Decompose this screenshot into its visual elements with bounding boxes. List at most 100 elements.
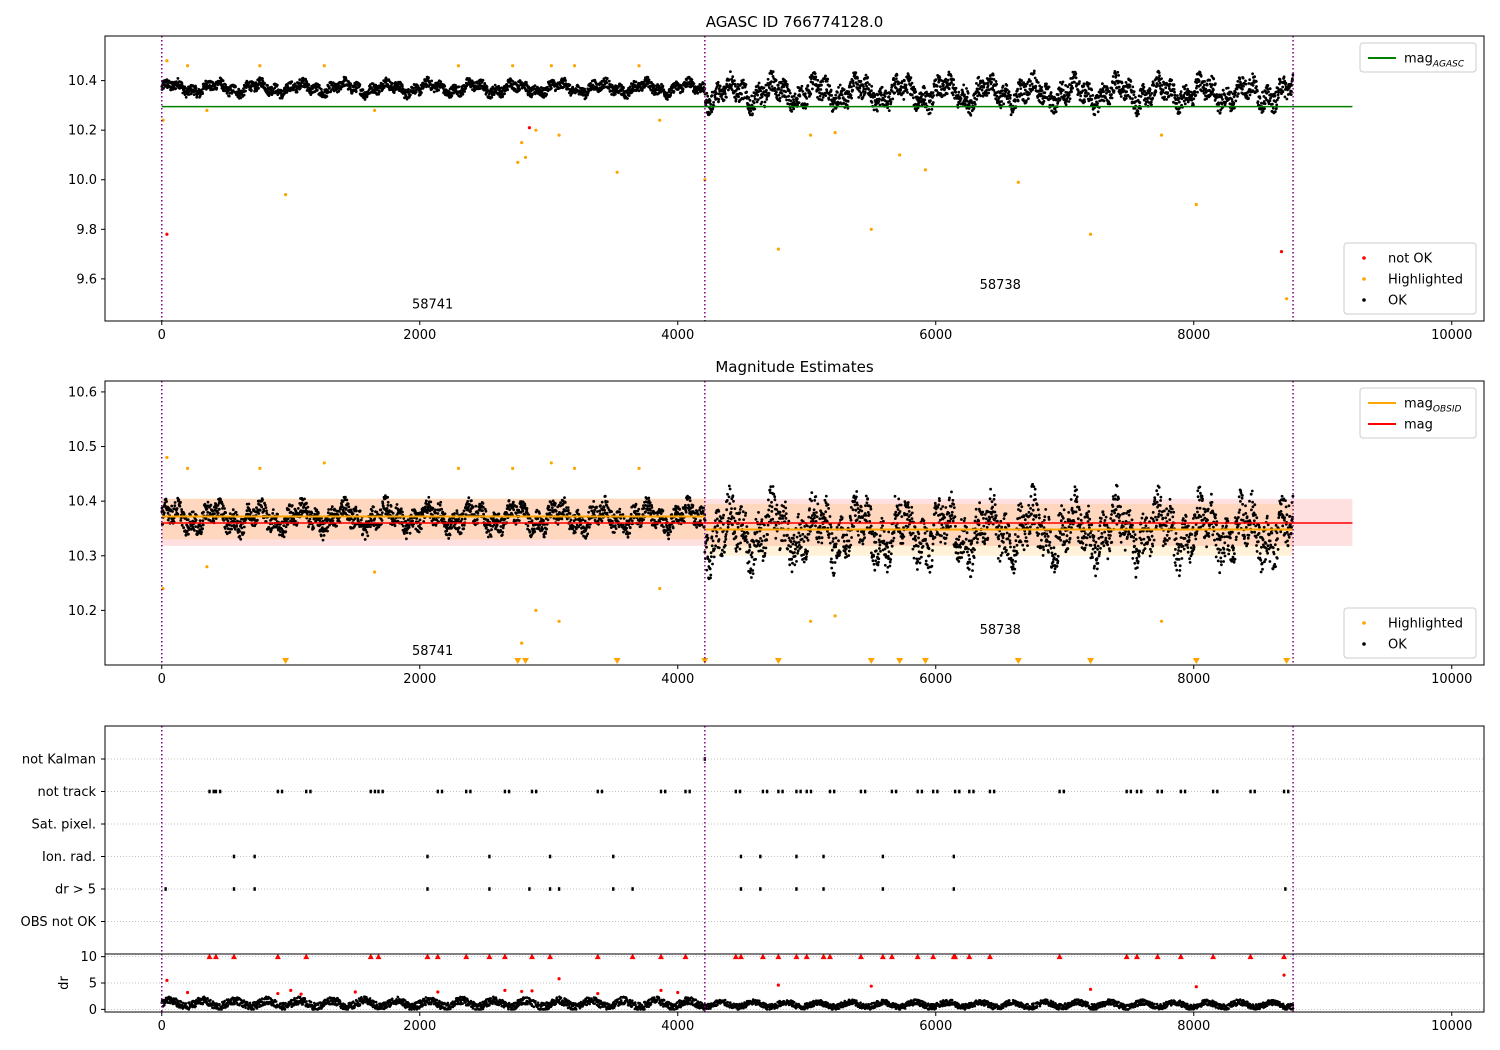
ok-point [740, 92, 743, 96]
ok-point [218, 507, 221, 511]
ok-point [1137, 112, 1140, 116]
ok-point [942, 83, 945, 87]
ok-point [893, 91, 897, 95]
ok-point [263, 503, 267, 507]
ok-point [1064, 103, 1068, 106]
ok-point [370, 519, 373, 523]
ok-point [222, 519, 226, 522]
ok-point [198, 519, 202, 522]
ok-point [248, 508, 252, 512]
ok-point [276, 512, 279, 516]
ok-point [763, 100, 767, 104]
ok-point [938, 76, 942, 79]
legend-label: OK [1388, 294, 1407, 309]
ok-point [201, 527, 205, 531]
ok-point [383, 84, 387, 88]
ok-point [1019, 87, 1023, 90]
ok-point [179, 500, 182, 504]
ok-point [545, 92, 548, 96]
ok-point [237, 87, 241, 91]
ok-point [202, 510, 205, 514]
ok-point [830, 94, 834, 97]
ok-point [987, 91, 990, 95]
ok-point [824, 74, 827, 78]
ok-point [415, 517, 418, 520]
ok-point [195, 95, 199, 99]
ok-point [1276, 93, 1280, 97]
ok-point [427, 76, 430, 80]
ok-point [236, 519, 239, 523]
ok-point [980, 88, 984, 92]
ok-point [1176, 94, 1179, 97]
ok-point [215, 86, 219, 90]
ok-point [850, 96, 853, 100]
ok-point [260, 505, 264, 509]
ok-point [849, 85, 853, 89]
ok-point [170, 504, 174, 508]
ok-point [963, 93, 966, 97]
ok-point [954, 86, 958, 90]
ok-point [1134, 95, 1137, 99]
ok-point [370, 509, 374, 513]
ok-point [257, 512, 261, 515]
ok-point [870, 101, 874, 104]
ok-point [975, 98, 979, 101]
ok-point [826, 77, 830, 81]
ok-point [1001, 84, 1005, 88]
ok-point [405, 531, 409, 535]
not-ok-point [1279, 250, 1284, 254]
ok-point [785, 98, 788, 102]
ok-point [437, 88, 441, 92]
ok-point [1226, 86, 1230, 90]
ok-point [371, 82, 375, 86]
ok-point [238, 530, 241, 533]
x-tick-label: 6000 [919, 328, 952, 343]
ok-point [1261, 109, 1265, 113]
ok-point [1117, 85, 1121, 89]
ok-point [1108, 90, 1111, 94]
ok-point [852, 84, 856, 88]
ok-point [310, 511, 314, 515]
highlighted-point [520, 140, 524, 145]
ok-point [171, 510, 174, 513]
ok-point [1234, 99, 1238, 103]
ok-point [388, 80, 392, 84]
ok-point [1148, 88, 1152, 91]
ok-point [1284, 81, 1288, 85]
ok-point [834, 93, 838, 97]
ok-point [216, 511, 220, 515]
ok-point [478, 87, 482, 90]
ok-point [399, 507, 403, 511]
ok-point [780, 89, 783, 92]
ok-point [372, 88, 376, 91]
ok-point [1168, 82, 1172, 86]
ok-point [1273, 110, 1277, 114]
ok-point [344, 507, 348, 510]
ok-point [949, 74, 953, 78]
ok-point [819, 88, 823, 91]
ok-point [525, 81, 528, 84]
ok-point [1255, 85, 1258, 88]
ok-point [380, 519, 384, 522]
ok-point [1192, 97, 1196, 101]
ok-point [837, 86, 840, 89]
highlighted-point [557, 133, 561, 137]
ok-point [432, 90, 436, 94]
ok-point [1204, 87, 1208, 91]
ok-point [450, 94, 454, 98]
ok-point [457, 85, 461, 89]
highlighted-point [322, 64, 326, 68]
ok-point [1040, 86, 1044, 89]
ok-point [366, 534, 370, 538]
ok-point [1101, 82, 1104, 86]
ok-point [212, 517, 215, 520]
ok-point [359, 518, 363, 522]
ok-point [1178, 100, 1181, 104]
ok-point [271, 508, 275, 511]
ok-point [234, 510, 238, 514]
ok-point [256, 518, 259, 522]
ok-point [778, 99, 782, 103]
ok-point [568, 83, 572, 87]
ok-point [420, 91, 423, 95]
ok-point [387, 78, 391, 82]
